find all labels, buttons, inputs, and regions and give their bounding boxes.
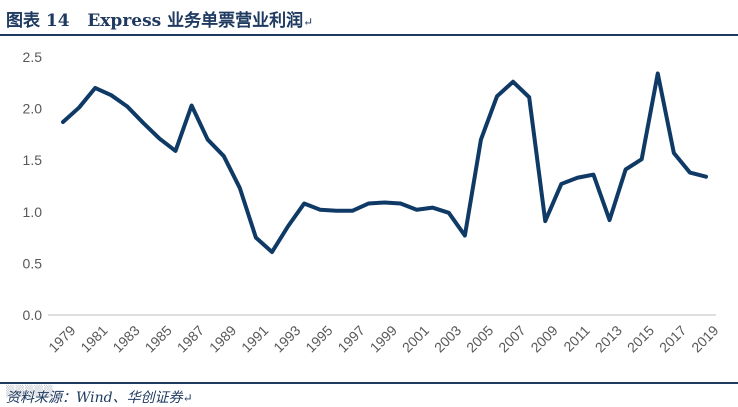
y-tick-label: 1.0 <box>23 204 43 220</box>
y-tick-label: 2.5 <box>23 49 43 65</box>
x-tick-label: 2005 <box>463 322 496 355</box>
x-tick-label: 2001 <box>399 322 432 355</box>
source-bar: 资料来源：Wind、华创证券↵ <box>0 382 738 406</box>
x-tick-label: 1979 <box>45 322 78 355</box>
chart-title: Express 业务单票营业利润 <box>87 11 304 31</box>
title-bar: 图表 14 Express 业务单票营业利润↵ <box>0 0 738 36</box>
y-tick-label: 0.5 <box>23 255 43 271</box>
x-tick-label: 2007 <box>495 322 528 355</box>
x-tick-label: 2013 <box>592 322 625 355</box>
x-tick-label: 2009 <box>527 322 560 355</box>
x-tick-label: 2011 <box>560 322 593 355</box>
x-tick-label: 1997 <box>334 322 367 355</box>
x-tick-label: 1981 <box>77 322 110 355</box>
title-paragraph-mark: ↵ <box>303 15 314 29</box>
y-tick-label: 2.0 <box>23 101 43 117</box>
x-tick-label: 1985 <box>142 322 175 355</box>
figure-title: 图表 14 Express 业务单票营业利润↵ <box>6 6 313 31</box>
line-chart: 0.00.51.01.52.02.5 197919811983198519871… <box>23 49 722 356</box>
x-tick-label: 1991 <box>238 322 271 355</box>
watermark: ▒▒▒▒▒ <box>6 385 54 398</box>
x-tick-label: 1995 <box>302 322 335 355</box>
source-paragraph-mark: ↵ <box>182 391 193 405</box>
x-tick-label: 1999 <box>367 322 400 355</box>
x-axis-ticks: 1979198119831985198719891991199319951997… <box>45 322 721 355</box>
x-tick-label: 1987 <box>174 322 207 355</box>
series-line <box>61 71 708 255</box>
y-tick-label: 0.0 <box>23 307 43 323</box>
source-text: 资料来源：Wind、华创证券 <box>6 390 183 406</box>
x-tick-label: 1993 <box>270 322 303 355</box>
x-tick-label: 2019 <box>688 322 721 355</box>
source-note: 资料来源：Wind、华创证券↵ <box>6 387 193 407</box>
y-tick-label: 1.5 <box>23 152 43 168</box>
figure-label: 图表 14 <box>6 11 70 31</box>
x-tick-label: 1983 <box>109 322 142 355</box>
x-tick-label: 2017 <box>656 322 689 355</box>
x-tick-label: 2003 <box>431 322 464 355</box>
x-tick-label: 1989 <box>206 322 239 355</box>
y-axis-ticks: 0.0 0.5 1.0 1.5 2.0 2.5 <box>23 49 43 323</box>
x-tick-label: 2015 <box>624 322 657 355</box>
